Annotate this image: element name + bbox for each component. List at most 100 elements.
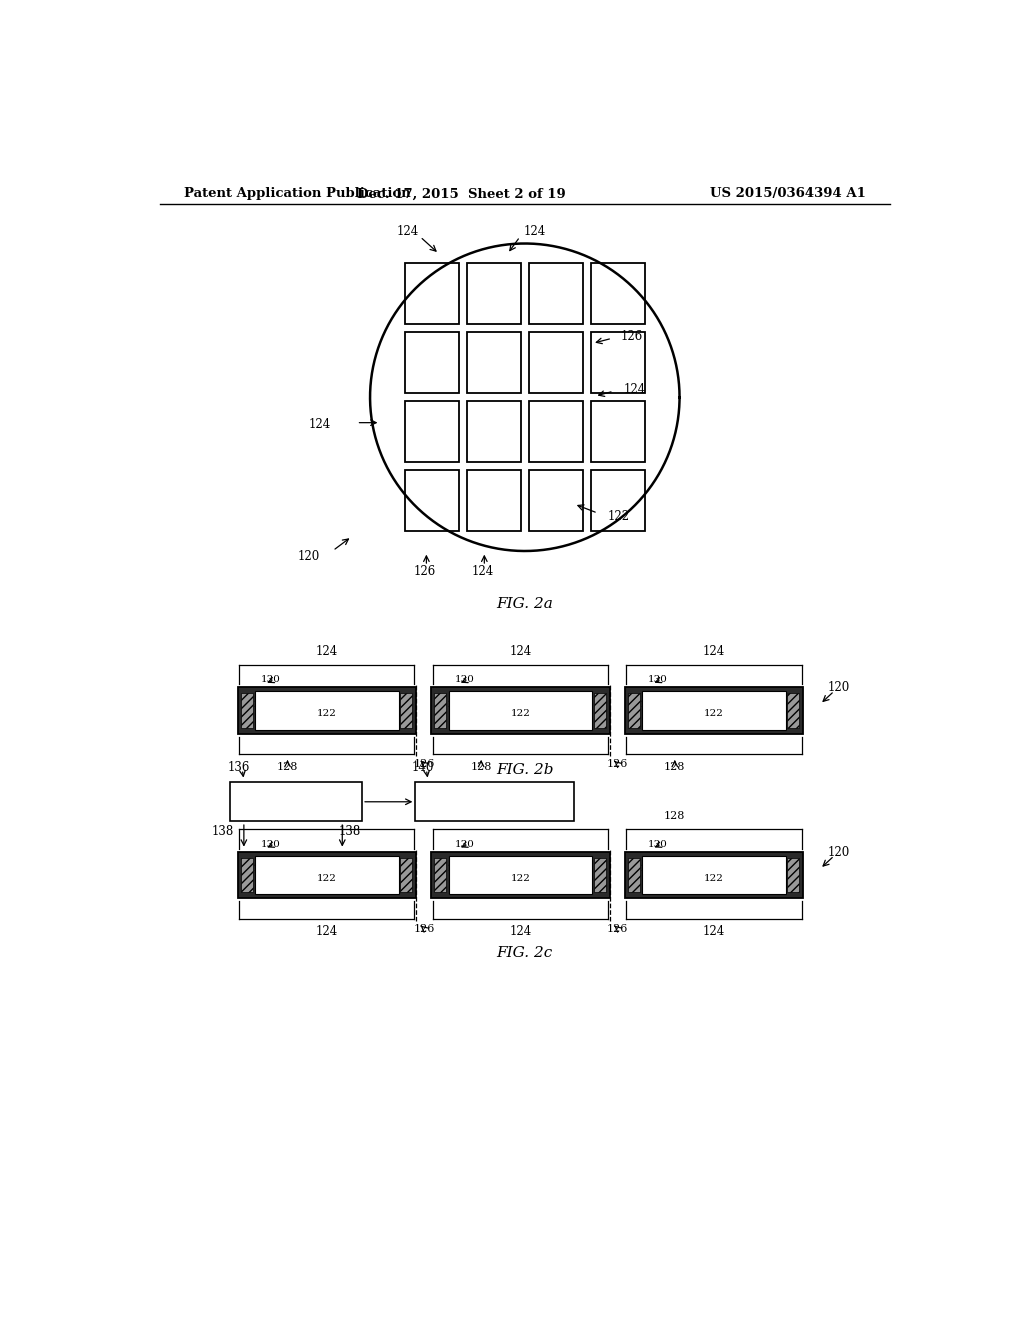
Bar: [591, 401, 645, 462]
Text: 126: 126: [607, 759, 629, 770]
Bar: [787, 693, 800, 727]
Text: 132: 132: [253, 865, 272, 874]
Text: FIG. 2b: FIG. 2b: [496, 763, 554, 777]
Text: 128: 128: [276, 810, 298, 821]
Text: 120: 120: [827, 846, 849, 859]
Bar: [431, 686, 609, 734]
Bar: [400, 858, 412, 892]
Bar: [255, 855, 398, 894]
Text: 124: 124: [702, 645, 725, 657]
Bar: [528, 333, 583, 393]
Bar: [467, 470, 521, 532]
Text: US 2015/0364394 A1: US 2015/0364394 A1: [711, 187, 866, 201]
Bar: [238, 686, 416, 734]
Bar: [528, 263, 583, 325]
Bar: [434, 858, 446, 892]
Text: 128: 128: [276, 762, 298, 772]
Text: 132: 132: [361, 865, 381, 874]
Text: 136: 136: [228, 760, 250, 774]
Bar: [431, 851, 609, 899]
Text: 120: 120: [827, 681, 849, 694]
Text: FIG. 2c: FIG. 2c: [497, 946, 553, 960]
Bar: [591, 470, 645, 532]
Text: 132: 132: [555, 700, 575, 709]
Text: 124: 124: [523, 226, 546, 238]
Text: 126: 126: [621, 330, 643, 343]
Text: 122: 122: [705, 709, 724, 718]
Text: 122: 122: [511, 709, 530, 718]
Text: 124: 124: [472, 565, 494, 578]
Text: 138: 138: [212, 825, 234, 838]
Text: 124: 124: [309, 418, 331, 432]
Text: 124: 124: [396, 226, 419, 238]
Text: 132: 132: [749, 865, 769, 874]
Text: 130: 130: [455, 840, 474, 849]
Text: 122: 122: [511, 874, 530, 883]
Text: 126: 126: [414, 565, 436, 578]
Bar: [416, 783, 574, 821]
Text: 132: 132: [555, 865, 575, 874]
Bar: [404, 401, 459, 462]
Text: 130: 130: [261, 840, 281, 849]
Bar: [467, 401, 521, 462]
Bar: [229, 783, 362, 821]
Text: 132: 132: [749, 700, 769, 709]
Text: 122: 122: [316, 709, 337, 718]
Text: Dec. 17, 2015  Sheet 2 of 19: Dec. 17, 2015 Sheet 2 of 19: [357, 187, 565, 201]
Text: 126: 126: [607, 924, 629, 933]
Text: 130: 130: [648, 676, 668, 684]
Text: 124: 124: [509, 645, 531, 657]
Text: 124: 124: [624, 383, 645, 396]
Bar: [404, 263, 459, 325]
Bar: [528, 470, 583, 532]
Bar: [625, 686, 804, 734]
Text: 132: 132: [361, 700, 381, 709]
Text: 128: 128: [665, 810, 685, 821]
Text: 140: 140: [412, 760, 434, 774]
Text: COMPUTER TEST SYSTEM: COMPUTER TEST SYSTEM: [425, 797, 564, 807]
Text: 132: 132: [446, 865, 467, 874]
Text: 130: 130: [261, 676, 281, 684]
Text: Patent Application Publication: Patent Application Publication: [183, 187, 411, 201]
Bar: [467, 333, 521, 393]
Bar: [591, 333, 645, 393]
Text: 132: 132: [640, 865, 660, 874]
Bar: [255, 690, 398, 730]
Bar: [449, 690, 592, 730]
Text: 122: 122: [607, 510, 630, 523]
Text: 132: 132: [446, 700, 467, 709]
Bar: [449, 855, 592, 894]
Bar: [528, 401, 583, 462]
Text: 122: 122: [705, 874, 724, 883]
Bar: [642, 855, 785, 894]
Bar: [400, 693, 412, 727]
Bar: [404, 470, 459, 532]
Bar: [787, 858, 800, 892]
Text: 124: 124: [509, 925, 531, 939]
Text: 132: 132: [640, 700, 660, 709]
Text: 128: 128: [470, 762, 492, 772]
Bar: [404, 333, 459, 393]
Text: 130: 130: [455, 676, 474, 684]
Bar: [628, 693, 640, 727]
Text: 138: 138: [338, 825, 360, 838]
Bar: [241, 858, 253, 892]
Bar: [434, 693, 446, 727]
Text: 120: 120: [298, 550, 321, 564]
Bar: [625, 851, 804, 899]
Text: 126: 126: [414, 759, 435, 770]
Bar: [238, 851, 416, 899]
Bar: [628, 858, 640, 892]
Bar: [241, 693, 253, 727]
Text: 122: 122: [316, 874, 337, 883]
Bar: [467, 263, 521, 325]
Text: 132: 132: [253, 700, 272, 709]
Text: 130: 130: [648, 840, 668, 849]
Bar: [594, 858, 606, 892]
Text: TEST PROBE HEAD: TEST PROBE HEAD: [246, 797, 346, 807]
Bar: [591, 263, 645, 325]
Text: 128: 128: [470, 810, 492, 821]
Text: FIG. 2a: FIG. 2a: [497, 597, 553, 611]
Text: 126: 126: [414, 924, 435, 933]
Text: 124: 124: [702, 925, 725, 939]
